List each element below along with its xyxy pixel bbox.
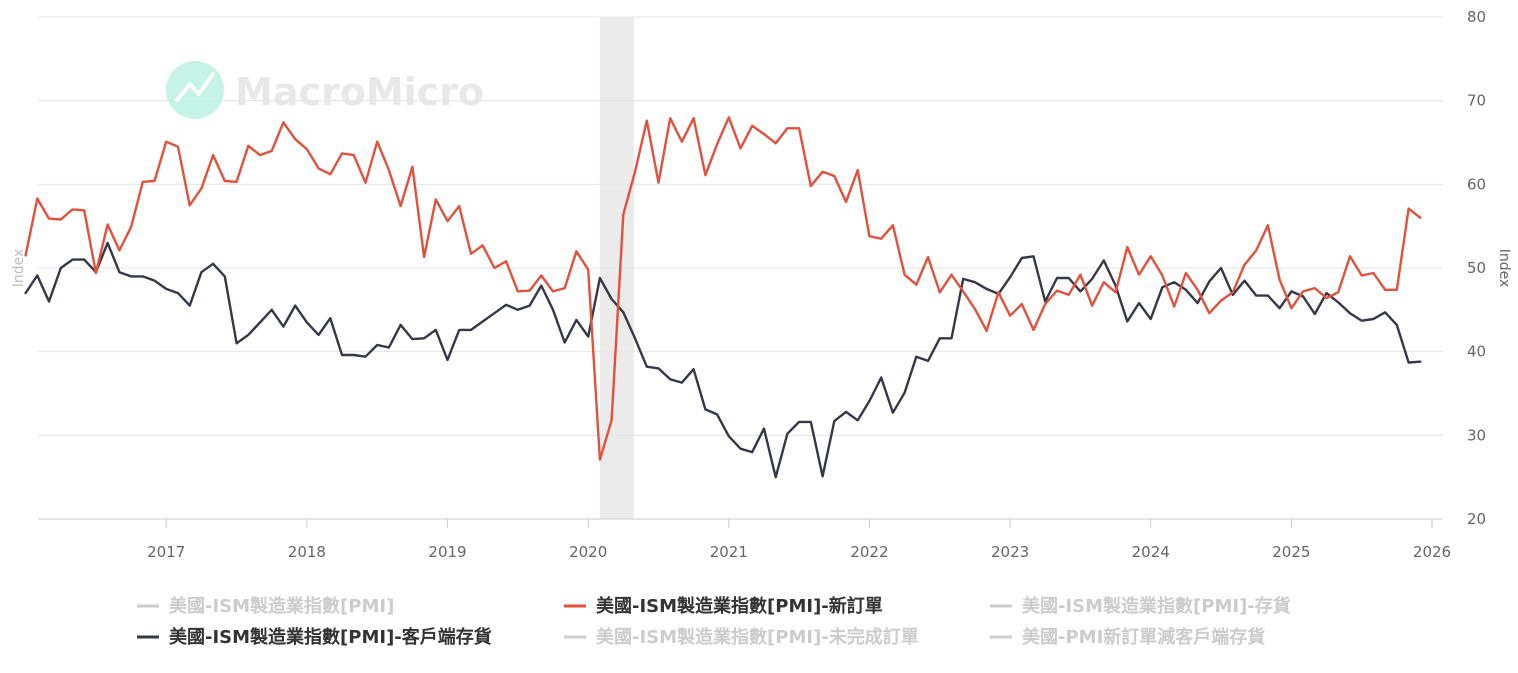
y-tick-label: 20 — [1467, 510, 1486, 528]
x-tick-label: 2020 — [569, 543, 607, 561]
watermark-trend-icon — [175, 72, 215, 102]
legend-label: 美國-ISM製造業指數[PMI] — [169, 595, 394, 617]
left-axis-title: Index — [11, 249, 27, 288]
legend-label: 美國-PMI新訂單減客戶端存貨 — [1022, 626, 1265, 648]
x-tick-label: 2026 — [1413, 543, 1451, 561]
legend-label: 美國-ISM製造業指數[PMI]-客戶端存貨 — [169, 626, 492, 648]
series-line-customer-inventories — [24, 241, 1422, 479]
x-axis: 2017 2018 2019 2020 2021 2022 2023 2024 2025 2026 — [147, 519, 1451, 561]
series-line-new-orders — [24, 116, 1422, 461]
y-tick-label: 40 — [1467, 343, 1486, 361]
right-axis-title: Index — [1496, 249, 1512, 288]
x-tick-label: 2023 — [991, 543, 1029, 561]
legend-label: 美國-ISM製造業指數[PMI]-未完成訂單 — [596, 626, 919, 648]
legend-item-new-orders[interactable]: 美國-ISM製造業指數[PMI]-新訂單 — [564, 595, 883, 617]
y-tick-label: 50 — [1467, 259, 1486, 277]
x-tick-label: 2022 — [850, 543, 888, 561]
series-lines — [24, 116, 1422, 479]
legend-label: 美國-ISM製造業指數[PMI]-新訂單 — [596, 595, 883, 617]
x-tick-label: 2017 — [147, 543, 185, 561]
x-tick-label: 2025 — [1272, 543, 1310, 561]
legend-item-spread[interactable]: 美國-PMI新訂單減客戶端存貨 — [990, 626, 1265, 648]
legend: 美國-ISM製造業指數[PMI] 美國-ISM製造業指數[PMI]-新訂單 美國… — [137, 595, 1291, 648]
gridlines — [38, 16, 1443, 436]
x-tick-label: 2024 — [1132, 543, 1170, 561]
x-tick-label: 2021 — [710, 543, 748, 561]
legend-label: 美國-ISM製造業指數[PMI]-存貨 — [1022, 595, 1291, 617]
y-tick-label: 30 — [1467, 426, 1486, 444]
y-axis: 20 30 40 50 60 70 80 — [1467, 8, 1486, 528]
legend-item-inventories[interactable]: 美國-ISM製造業指數[PMI]-存貨 — [990, 595, 1291, 617]
x-tick-label: 2018 — [288, 543, 326, 561]
macromicro-watermark: MacroMicro — [166, 61, 484, 119]
y-tick-label: 80 — [1467, 8, 1486, 26]
y-tick-label: 60 — [1467, 175, 1486, 193]
y-tick-label: 70 — [1467, 92, 1486, 110]
x-tick-label: 2019 — [428, 543, 466, 561]
legend-item-pmi[interactable]: 美國-ISM製造業指數[PMI] — [137, 595, 394, 617]
legend-item-customer-inventories[interactable]: 美國-ISM製造業指數[PMI]-客戶端存貨 — [137, 626, 492, 648]
legend-item-backlog[interactable]: 美國-ISM製造業指數[PMI]-未完成訂單 — [564, 626, 919, 648]
watermark-text: MacroMicro — [235, 70, 484, 114]
